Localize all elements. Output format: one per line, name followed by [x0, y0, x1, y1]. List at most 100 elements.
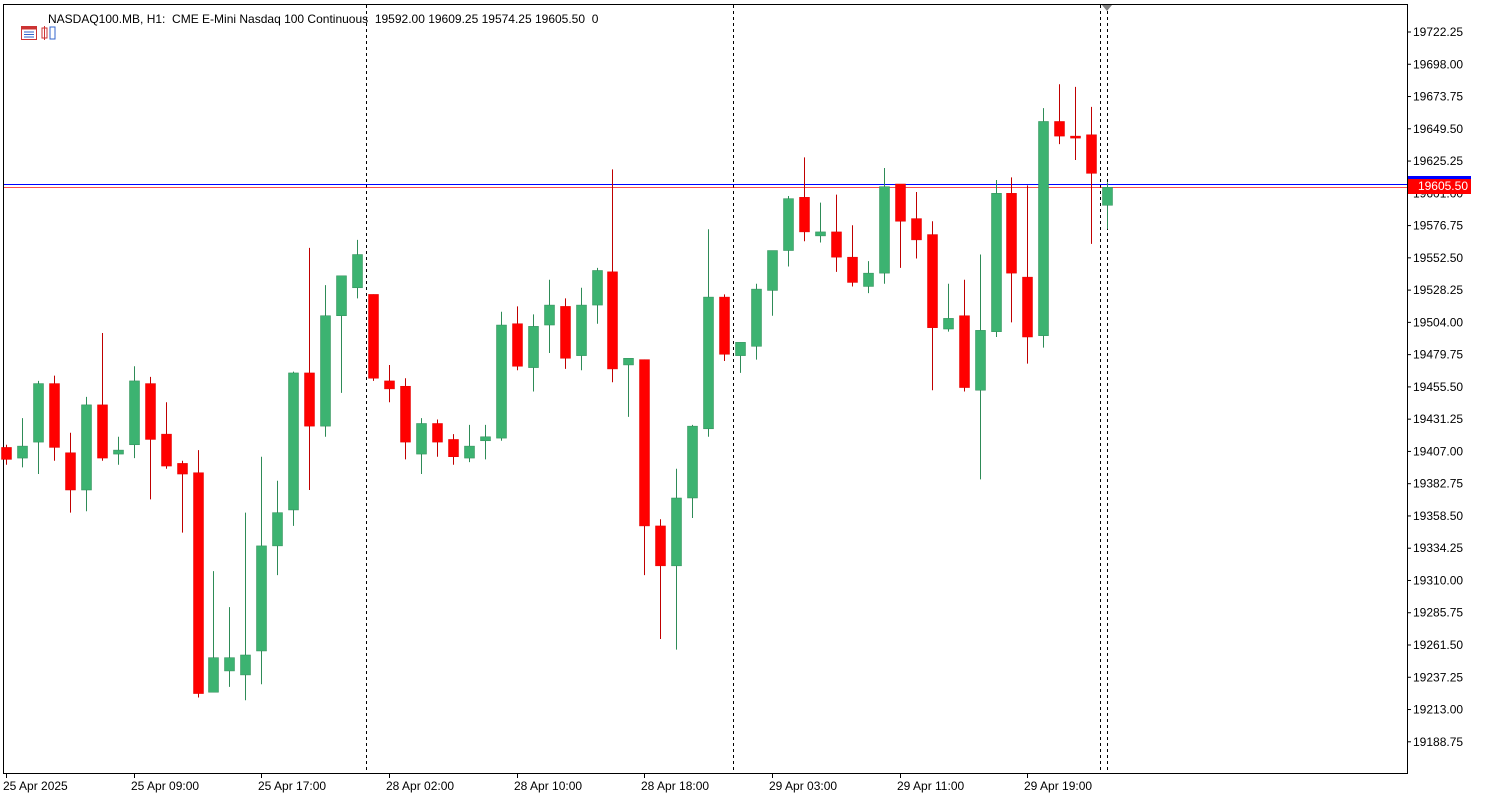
price-tick-label: 19479.75 [1413, 348, 1463, 362]
price-tick-label: 19673.75 [1413, 90, 1463, 104]
time-tick-label: 29 Apr 19:00 [1024, 779, 1092, 793]
candle-bear [145, 383, 156, 440]
price-tick-label: 19698.00 [1413, 57, 1463, 71]
candle-bear [959, 315, 970, 388]
candle-bull [17, 445, 28, 459]
candle-bear [927, 234, 938, 328]
candle-bear [607, 271, 618, 370]
chart-window-icon[interactable] [8, 12, 38, 40]
candle-bull [272, 512, 283, 547]
candle-bear [97, 404, 108, 459]
candle-bull [33, 383, 44, 443]
candle-bull [544, 304, 555, 326]
candle-bull [879, 186, 890, 274]
price-tick-label: 19334.25 [1413, 541, 1463, 555]
time-tick-label: 25 Apr 17:00 [258, 779, 326, 793]
period-separators [366, 5, 1108, 773]
symbol-timeframe: NASDAQ100.MB, H1: [48, 12, 166, 26]
candle-bull [815, 231, 826, 237]
candle-bull [592, 270, 603, 306]
candle-bull [336, 275, 347, 316]
candle-bull [528, 326, 539, 368]
candle-bull [81, 404, 92, 491]
candle-bear [1006, 193, 1017, 274]
price-tick-label: 19722.25 [1413, 25, 1463, 39]
candle-bear [49, 383, 60, 448]
chart-header: NASDAQ100.MB, H1: CME E-Mini Nasdaq 100 … [8, 9, 599, 40]
candle-bull [751, 288, 762, 347]
price-tick-label: 19552.50 [1413, 251, 1463, 265]
candle-bull [113, 449, 124, 455]
candle-bull [975, 330, 986, 391]
price-tick-label: 19237.25 [1413, 670, 1463, 684]
price-tick-label: 19213.00 [1413, 703, 1463, 717]
candle-bear [1054, 121, 1065, 137]
time-axis[interactable]: 25 Apr 2025 25 Apr 09:00 25 Apr 17:00 28 Ap… [3, 773, 1092, 793]
price-tick-label: 19310.00 [1413, 573, 1463, 587]
candle-bull [129, 380, 140, 446]
time-tick-label: 28 Apr 02:00 [386, 779, 454, 793]
candle-bear [719, 296, 730, 355]
price-tick-label: 19625.25 [1413, 154, 1463, 168]
candle-bull [991, 193, 1002, 332]
time-tick-label: 28 Apr 10:00 [514, 779, 582, 793]
candle-bear [448, 439, 459, 457]
candle-bear [895, 183, 906, 222]
price-tick-label: 19649.50 [1413, 122, 1463, 136]
candle-bull [1102, 187, 1113, 206]
price-tick-label: 19576.75 [1413, 219, 1463, 233]
price-tick-label: 19358.50 [1413, 509, 1463, 523]
candle-bear [1022, 276, 1033, 338]
price-tick-label: 19407.00 [1413, 444, 1463, 458]
candle-bull [623, 358, 634, 366]
price-axis[interactable]: 19722.25 19698.00 19673.75 19649.50 19625.25… [1407, 25, 1463, 749]
candle-bull [767, 250, 778, 291]
candle-bear [911, 218, 922, 241]
candle-bear [161, 433, 172, 467]
candle-bear [65, 452, 76, 491]
symbol-properties-icon[interactable] [28, 12, 56, 40]
candle-bear [432, 423, 443, 443]
candle-bear [847, 256, 858, 283]
candlesticks [1, 84, 1113, 701]
symbol-description: CME E-Mini Nasdaq 100 Continuous [172, 12, 369, 26]
candle-bull [783, 198, 794, 251]
tick-volume: 0 [591, 12, 599, 26]
candle-bull [863, 272, 874, 287]
candle-bull [352, 254, 363, 289]
candle-bear [799, 197, 810, 233]
candle-bear [831, 231, 842, 258]
candle-bear [400, 385, 411, 443]
time-tick-label: 28 Apr 18:00 [641, 779, 709, 793]
candle-bull [224, 657, 235, 672]
price-tick-label: 19261.50 [1413, 638, 1463, 652]
candle-bear [1, 447, 12, 460]
candle-bull [496, 324, 507, 439]
shift-marker-icon[interactable] [1102, 5, 1112, 11]
candle-bear [304, 372, 315, 427]
candle-bull [288, 372, 299, 511]
candle-bear [368, 294, 379, 379]
candle-bull [576, 304, 587, 356]
time-tick-label: 29 Apr 03:00 [769, 779, 837, 793]
candle-bull [240, 654, 251, 676]
candle-bull [464, 445, 475, 459]
price-tick-label: 19382.75 [1413, 477, 1463, 491]
candle-bull [256, 545, 267, 652]
candle-bear [639, 359, 650, 527]
candle-bull [943, 318, 954, 330]
current-price-lines [4, 184, 1407, 188]
candle-bull [208, 657, 219, 693]
price-tick-label: 19504.00 [1413, 315, 1463, 329]
candle-bear [1086, 134, 1097, 174]
candle-bull [703, 296, 714, 430]
ohlc-values: 19592.00 19609.25 19574.25 19605.50 [374, 12, 586, 26]
plot-area-border [3, 4, 1408, 774]
bid-line-marker [1408, 176, 1471, 179]
candle-bull [416, 423, 427, 455]
price-tick-label: 19285.75 [1413, 606, 1463, 620]
candle-bear [1070, 135, 1081, 139]
time-tick-label: 25 Apr 2025 [3, 779, 68, 793]
